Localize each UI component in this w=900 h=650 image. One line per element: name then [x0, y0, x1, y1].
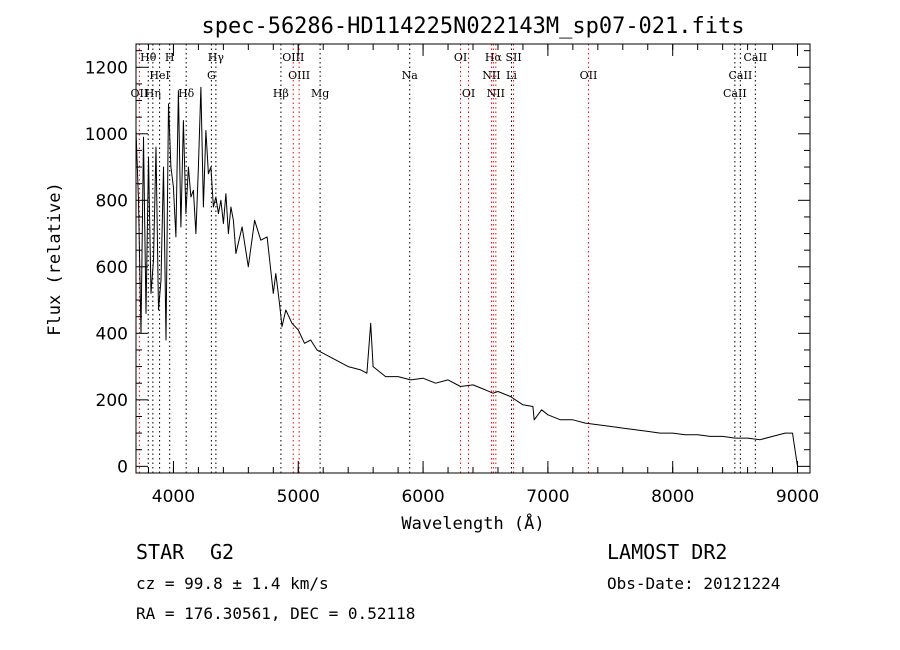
y-tick-label-3: 600 — [96, 258, 128, 278]
y-tick-label-6: 1200 — [85, 58, 128, 78]
redshift-velocity: cz = 99.8 ± 1.4 km/s — [136, 574, 329, 593]
marker-label-17: Hη — [145, 87, 161, 100]
marker-label-7: CaII — [743, 51, 767, 64]
marker-label-13: Li — [506, 69, 517, 82]
flux-line — [135, 86, 798, 467]
marker-label-10: OIII — [288, 69, 310, 82]
object-class: STAR — [136, 540, 185, 564]
marker-label-1: H — [165, 51, 175, 64]
marker-label-15: CaII — [729, 69, 753, 82]
x-tick-label-2: 6000 — [401, 487, 444, 507]
y-tick-label-0: 0 — [117, 457, 128, 477]
marker-label-0: Hθ — [140, 51, 157, 64]
object-subclass: G2 — [210, 540, 235, 564]
marker-label-4: OI — [454, 51, 467, 64]
y-tick-label-2: 400 — [96, 324, 128, 344]
x-axis-ticks: 4000 5000 6000 7000 8000 9000 — [147, 44, 819, 507]
y-axis-ticks: 0 200 400 600 800 1000 1200 — [85, 50, 810, 477]
chart-title: spec-56286-HD114225N022143M_sp07-021.fit… — [201, 14, 744, 39]
marker-label-18: Hδ — [178, 87, 195, 100]
marker-label-12: NII — [482, 69, 500, 82]
marker-label-11: Na — [402, 69, 419, 82]
x-tick-label-3: 7000 — [526, 487, 569, 507]
y-tick-label-4: 800 — [96, 191, 128, 211]
y-tick-label-5: 1000 — [85, 125, 128, 145]
marker-label-5: Hα — [485, 51, 503, 64]
marker-label-6: SII — [505, 51, 521, 64]
x-tick-label-0: 4000 — [152, 487, 195, 507]
marker-label-20: Mg — [311, 87, 329, 100]
x-axis-label: Wavelength (Å) — [401, 512, 544, 534]
marker-label-8: HeI — [149, 69, 169, 82]
marker-label-22: NII — [487, 87, 505, 100]
marker-label-21: OI — [462, 87, 475, 100]
marker-label-14: OII — [580, 69, 598, 82]
observation-date: Obs-Date: 20121224 — [607, 574, 781, 593]
x-tick-label-4: 8000 — [651, 487, 694, 507]
marker-label-2: Hγ — [208, 51, 225, 64]
marker-label-16: OII — [131, 87, 149, 100]
marker-label-3: OIII — [282, 51, 304, 64]
survey-name: LAMOST DR2 — [607, 540, 728, 564]
marker-label-9: G — [207, 69, 216, 82]
y-axis-label: Flux (relative) — [45, 182, 65, 336]
plot-frame — [135, 43, 811, 474]
x-tick-label-1: 5000 — [277, 487, 320, 507]
flux-series — [135, 86, 798, 467]
sky-coordinates: RA = 176.30561, DEC = 0.52118 — [136, 604, 416, 623]
marker-label-19: Hβ — [273, 87, 289, 100]
marker-label-23: CaII — [723, 87, 747, 100]
y-tick-label-1: 200 — [96, 391, 128, 411]
x-tick-label-5: 9000 — [776, 487, 819, 507]
